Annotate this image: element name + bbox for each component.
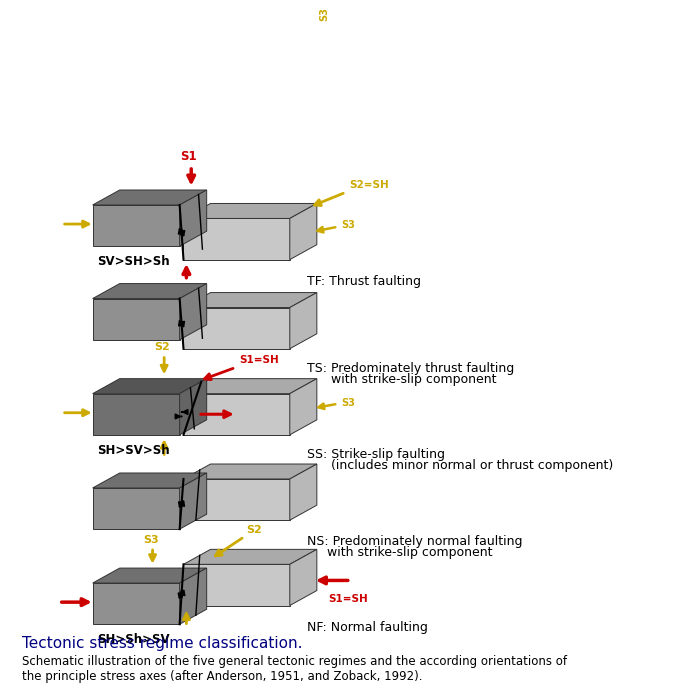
Text: SH>SV>Sh: SH>SV>Sh [97,444,170,457]
Polygon shape [183,550,317,564]
Text: TS: Predominately thrust faulting: TS: Predominately thrust faulting [307,362,514,375]
Polygon shape [183,464,317,479]
Polygon shape [183,379,317,393]
Polygon shape [180,379,206,435]
Text: S3: S3 [318,7,329,21]
Polygon shape [180,473,206,529]
Polygon shape [92,568,206,583]
Polygon shape [290,464,317,520]
Text: S2: S2 [246,525,262,535]
Polygon shape [92,205,180,246]
Text: NS: Predominately normal faulting: NS: Predominately normal faulting [307,535,523,548]
Text: SH>Sh>SV: SH>Sh>SV [97,634,170,646]
Polygon shape [290,379,317,435]
Text: with strike-slip component: with strike-slip component [307,545,493,559]
Text: S2=SH: S2=SH [350,180,389,190]
Polygon shape [183,307,290,349]
Text: S3: S3 [341,398,355,408]
Polygon shape [180,568,206,624]
Polygon shape [183,479,290,520]
Text: Tectonic stress regime classification.: Tectonic stress regime classification. [22,636,302,651]
Text: S1: S1 [180,150,197,163]
Polygon shape [180,284,206,340]
Polygon shape [183,393,290,435]
Text: (includes minor normal or thrust component): (includes minor normal or thrust compone… [307,458,613,472]
Polygon shape [92,393,180,435]
Polygon shape [92,583,180,624]
Polygon shape [183,564,290,606]
Text: S2: S2 [155,342,170,353]
Text: S1=SH: S1=SH [328,594,368,604]
Text: S3: S3 [341,220,355,230]
Polygon shape [290,550,317,606]
Polygon shape [290,293,317,349]
Text: Schematic illustration of the five general tectonic regimes and the according or: Schematic illustration of the five gener… [22,654,567,682]
Polygon shape [180,190,206,246]
Polygon shape [92,190,206,205]
Polygon shape [290,204,317,260]
Text: S1=SH: S1=SH [239,355,279,365]
Polygon shape [92,473,206,488]
Text: TF: Thrust faulting: TF: Thrust faulting [307,275,421,288]
Polygon shape [183,218,290,260]
Text: NF: Normal faulting: NF: Normal faulting [307,621,428,634]
Polygon shape [183,293,317,307]
Text: SV>SH>Sh: SV>SH>Sh [97,255,170,268]
Text: with strike-slip component: with strike-slip component [307,372,497,386]
Polygon shape [92,299,180,340]
Polygon shape [183,204,317,218]
Text: S3: S3 [143,535,158,545]
Polygon shape [92,379,206,393]
Polygon shape [92,284,206,299]
Polygon shape [92,488,180,529]
Text: SS: Strike-slip faulting: SS: Strike-slip faulting [307,448,445,461]
